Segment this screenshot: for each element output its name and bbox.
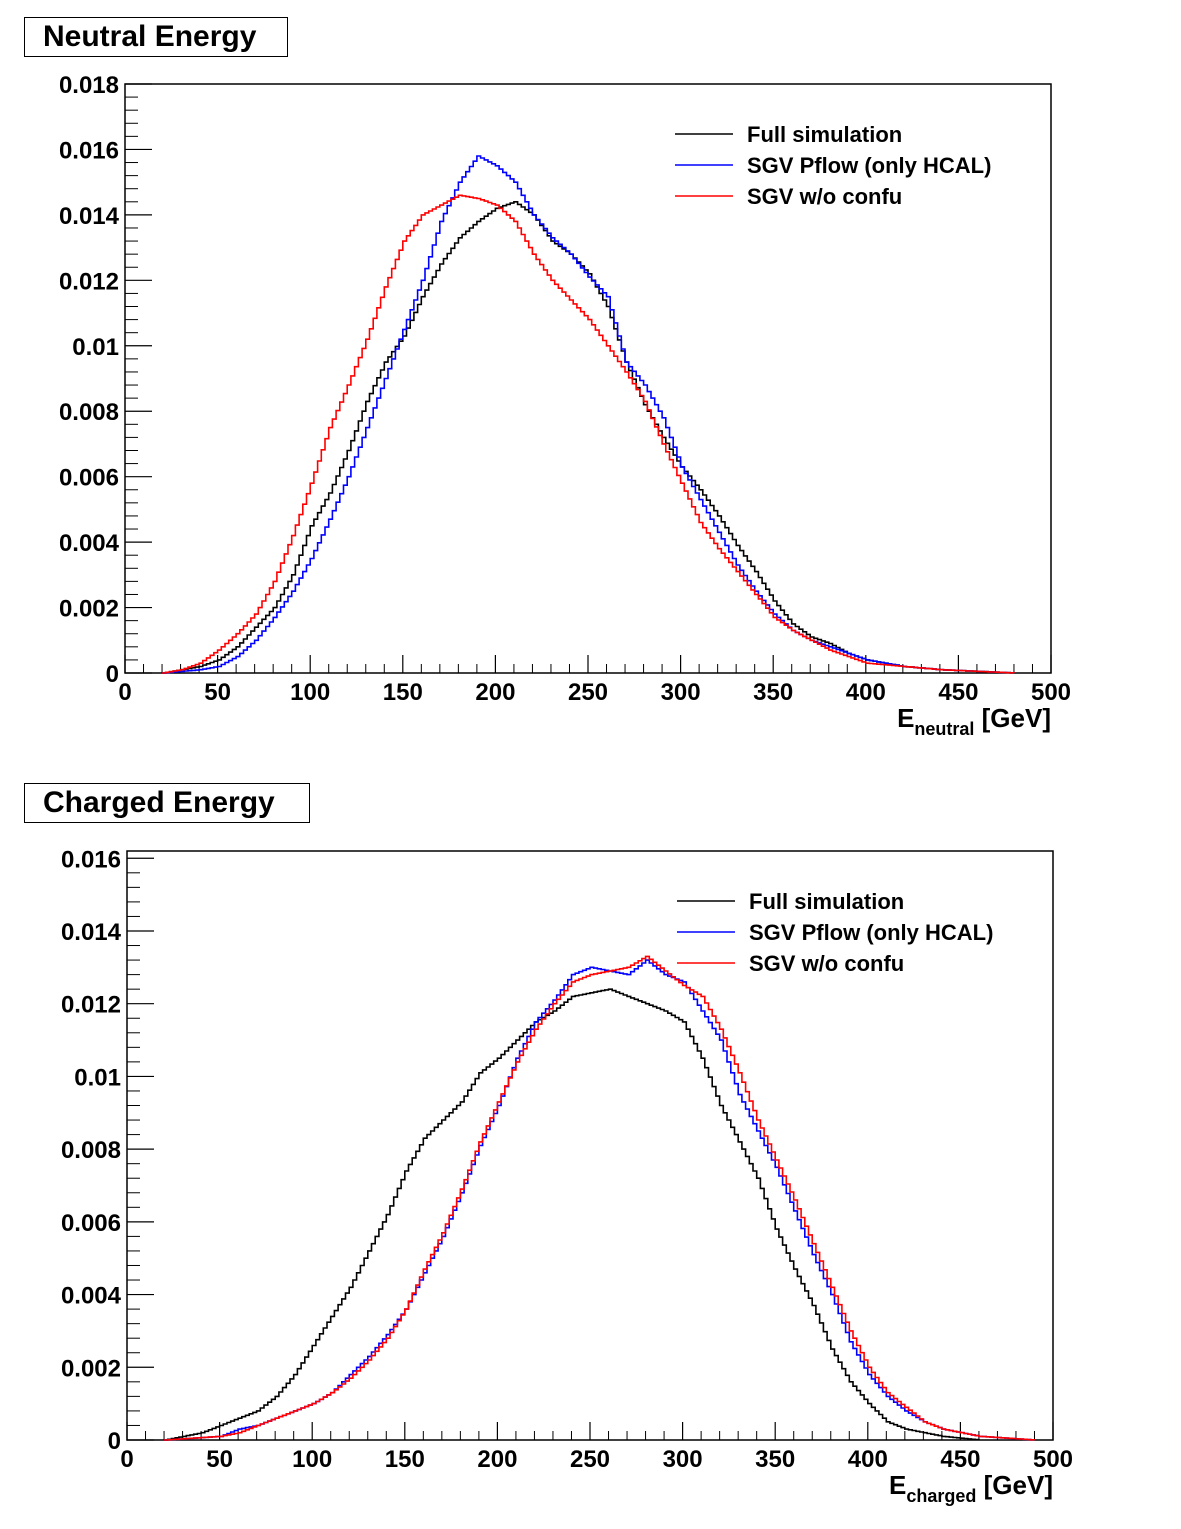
y-tick-label: 0.012 [61,992,121,1019]
legend-entry: Full simulation [749,889,904,914]
x-tick-label: 350 [753,679,793,706]
x-tick-label: 400 [848,1446,888,1473]
x-tick-label: 200 [475,679,515,706]
y-tick-label: 0.006 [61,1210,121,1237]
neutral-energy-panel: Neutral Energy 0 50 100 150 200 250 300 350 400 4… [0,0,1181,764]
x-tick-label: 50 [206,1446,233,1473]
x-tick-label: 150 [383,679,423,706]
legend-entry: SGV w/o confu [747,184,902,209]
y-tick-label: 0.008 [61,1137,121,1164]
legend-entry: SGV Pflow (only HCAL) [749,920,993,945]
neutral-energy-chart: 0 50 100 150 200 250 300 350 400 450 500 0 0.002 0.00… [59,72,1071,739]
x-tick-label: 300 [661,679,701,706]
charged-energy-panel: Charged Energy 0 50 100 150 200 250 300 350 400 4… [0,764,1181,1528]
x-tick-label: 350 [755,1446,795,1473]
y-tick-label: 0.016 [61,846,121,873]
x-tick-label: 200 [477,1446,517,1473]
series-line [164,955,1036,1441]
x-tick-label: 0 [120,1446,133,1473]
legend-entry: Full simulation [747,122,902,147]
chart-title: Neutral Energy [24,17,288,57]
x-tick-label: 450 [940,1446,980,1473]
y-tick-label: 0.002 [59,596,119,623]
x-tick-label: 100 [292,1446,332,1473]
y-tick-label: 0.018 [59,72,119,99]
chart-title: Charged Energy [24,783,310,823]
y-tick-label: 0.01 [74,1064,121,1091]
y-tick-label: 0 [106,661,119,688]
x-tick-label: 500 [1031,679,1071,706]
x-tick-label: 250 [570,1446,610,1473]
x-tick-label: 0 [118,679,131,706]
y-tick-label: 0.016 [59,137,119,164]
series-line [164,988,980,1441]
legend-entry: SGV w/o confu [749,951,904,976]
y-tick-label: 0.002 [61,1355,121,1382]
x-axis-label: Echarged [GeV] [889,1470,1053,1506]
y-tick-label: 0.004 [59,530,120,557]
y-tick-label: 0.006 [59,465,119,492]
series-line [164,959,1036,1441]
x-axis-label: Eneutral [GeV] [897,703,1051,739]
x-tick-label: 250 [568,679,608,706]
y-tick-label: 0.012 [59,268,119,295]
series-line [162,155,1015,674]
y-tick-label: 0.014 [59,203,120,230]
x-tick-label: 300 [663,1446,703,1473]
y-tick-label: 0.01 [72,334,119,361]
y-tick-label: 0 [108,1428,121,1455]
x-tick-label: 450 [938,679,978,706]
y-tick-label: 0.004 [61,1283,122,1310]
y-tick-label: 0.014 [61,919,122,946]
x-tick-label: 150 [385,1446,425,1473]
series-line [162,194,1015,674]
legend-entry: SGV Pflow (only HCAL) [747,153,991,178]
x-tick-label: 50 [204,679,231,706]
charged-energy-chart: 0 50 100 150 200 250 300 350 400 450 500 0 0.002 0.00… [61,846,1073,1506]
x-tick-label: 400 [846,679,886,706]
x-tick-label: 500 [1033,1446,1073,1473]
y-tick-label: 0.008 [59,399,119,426]
x-tick-label: 100 [290,679,330,706]
